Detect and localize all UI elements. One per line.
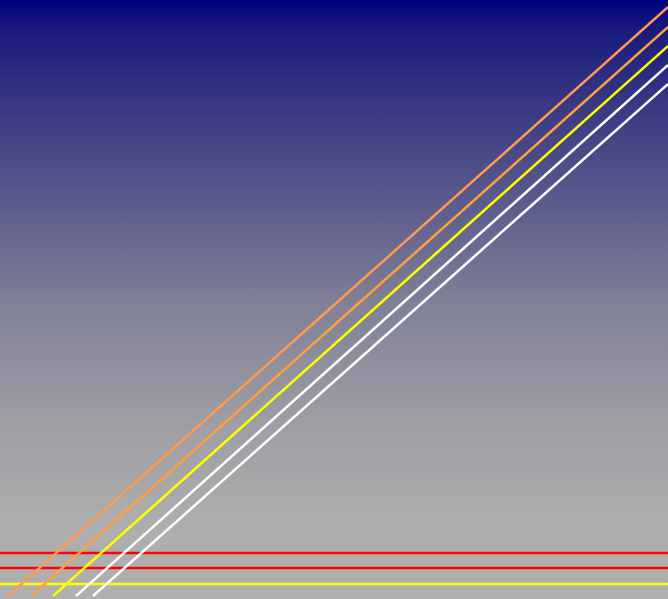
diagonal-stripe-1 bbox=[7, 6, 668, 597]
diagonal-stripe-2 bbox=[30, 26, 668, 597]
diagonal-stripe-4 bbox=[75, 64, 668, 597]
diagonal-stripe-5 bbox=[92, 83, 668, 597]
diagonal-stripe-3 bbox=[52, 45, 668, 597]
